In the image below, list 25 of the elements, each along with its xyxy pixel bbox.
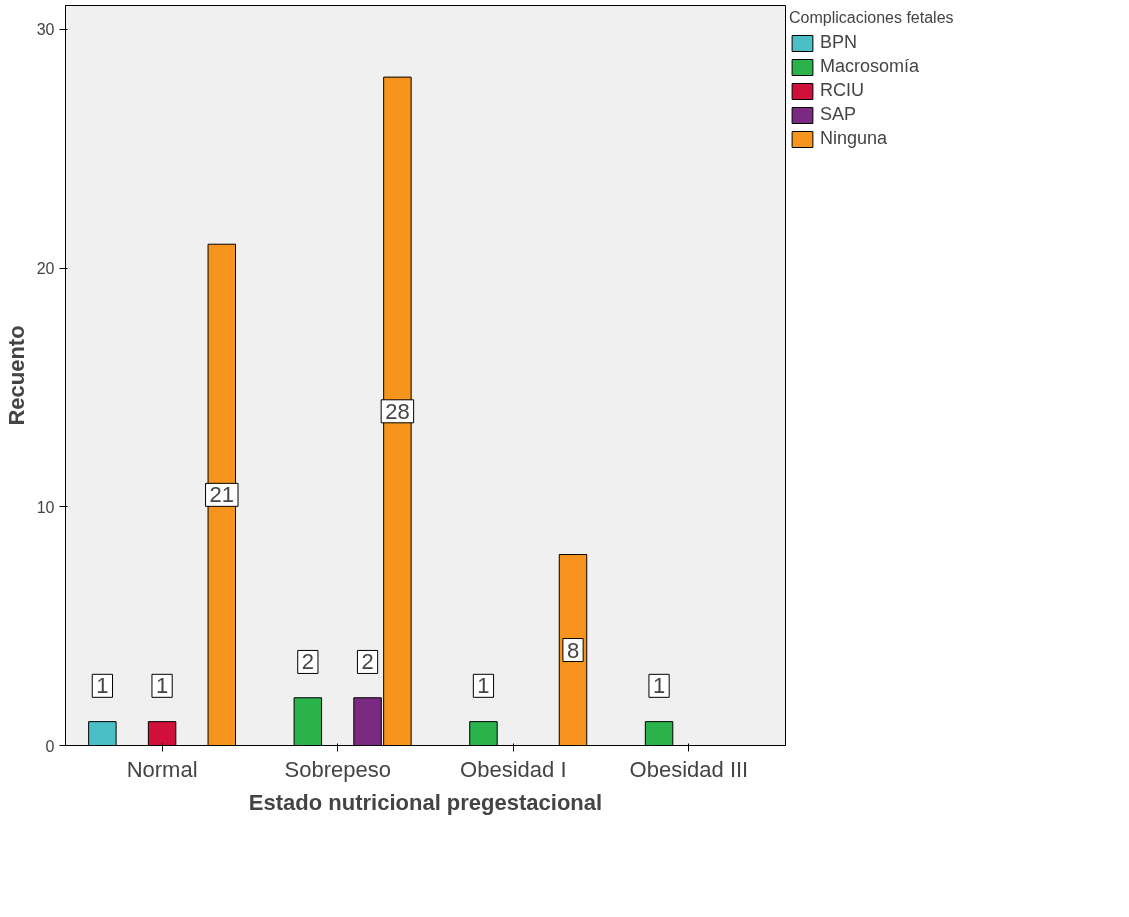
- data-label: 2: [301, 649, 314, 675]
- legend-label: Macrosomía: [820, 56, 920, 77]
- data-label: 28: [385, 398, 410, 424]
- data-label: 1: [155, 673, 169, 699]
- legend-label: RCIU: [820, 80, 864, 101]
- y-axis-title: Recuento: [3, 325, 29, 426]
- data-label: 21: [209, 482, 235, 508]
- y-tick-label: 30: [36, 21, 55, 39]
- legend-title: Complicaciones fetales: [789, 9, 954, 27]
- y-tick-label: 10: [36, 498, 55, 516]
- data-label: 1: [477, 673, 490, 699]
- data-label: 8: [566, 637, 580, 663]
- x-tick-label: Sobrepeso: [284, 756, 391, 782]
- x-tick-label: Normal: [126, 756, 198, 782]
- legend-label: Ninguna: [820, 128, 888, 149]
- x-tick-label: Obesidad I: [460, 756, 567, 782]
- x-tick-label: Obesidad III: [629, 756, 749, 782]
- data-label: 2: [361, 649, 374, 675]
- y-tick-label: 0: [45, 737, 55, 755]
- data-label: 1: [652, 673, 666, 699]
- y-tick-label: 20: [36, 260, 55, 278]
- legend-label: SAP: [820, 104, 857, 125]
- x-axis-title: Estado nutricional pregestacional: [248, 789, 603, 815]
- legend-label: BPN: [820, 32, 858, 53]
- data-label: 1: [96, 673, 109, 699]
